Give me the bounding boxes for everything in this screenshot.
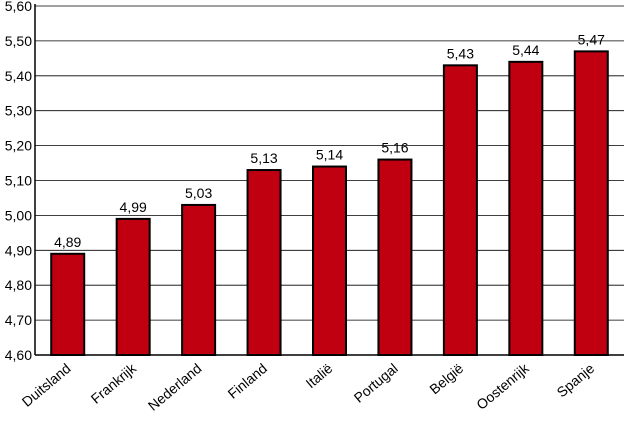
y-axis-tick-labels: 4,60 4,70 4,80 4,90 5,00 5,10 5,20 5,30 5,40 5,50… — [5, 0, 32, 363]
category-labels: Duitsland Frankrijk Nederland Finland Italië… — [19, 359, 598, 413]
bar — [508, 60, 544, 357]
bar — [377, 158, 413, 356]
y-tick-label: 5,60 — [5, 0, 32, 14]
bar — [573, 50, 609, 357]
bar — [50, 252, 86, 356]
x-tick-label: Frankrijk — [88, 359, 140, 406]
data-labels: 4,89 4,99 5,03 5,13 5,14 5,16 5,43 5,44 5,47 — [54, 31, 605, 249]
y-tick-label: 4,90 — [5, 242, 32, 258]
x-tick-label: Duitsland — [19, 360, 74, 410]
bar — [246, 169, 282, 356]
y-tick-label: 4,80 — [5, 277, 32, 293]
y-tick-label: 5,50 — [5, 33, 32, 49]
y-tick-label: 5,40 — [5, 68, 32, 84]
bar — [181, 203, 217, 356]
bar — [312, 165, 347, 356]
x-tick-label: Portugal — [351, 360, 401, 406]
x-tick-label: België — [426, 360, 466, 397]
x-tick-label: Spanje — [554, 360, 598, 400]
axes — [34, 4, 624, 356]
x-tick-label: Finland — [225, 360, 270, 402]
x-tick-label: Nederland — [145, 360, 205, 414]
bar — [442, 64, 478, 357]
y-tick-label: 5,10 — [5, 173, 32, 189]
x-tick-label: Oostenrijk — [473, 359, 532, 412]
data-label: 5,43 — [447, 45, 474, 61]
y-tick-label: 5,30 — [5, 103, 32, 119]
y-tick-label: 5,20 — [5, 138, 32, 154]
bar — [115, 217, 151, 356]
data-label: 4,99 — [120, 199, 147, 215]
data-label: 5,44 — [512, 42, 539, 58]
y-tick-label: 4,70 — [5, 312, 32, 328]
x-tick-label: Italië — [302, 360, 335, 391]
data-label: 5,16 — [381, 140, 408, 156]
y-tick-label: 4,60 — [5, 347, 32, 363]
y-tick-label: 5,00 — [5, 207, 32, 223]
data-label: 5,14 — [316, 147, 343, 163]
data-label: 5,03 — [185, 185, 212, 201]
data-label: 4,89 — [54, 234, 81, 250]
data-label: 5,13 — [250, 150, 277, 166]
data-label: 5,47 — [578, 31, 605, 47]
